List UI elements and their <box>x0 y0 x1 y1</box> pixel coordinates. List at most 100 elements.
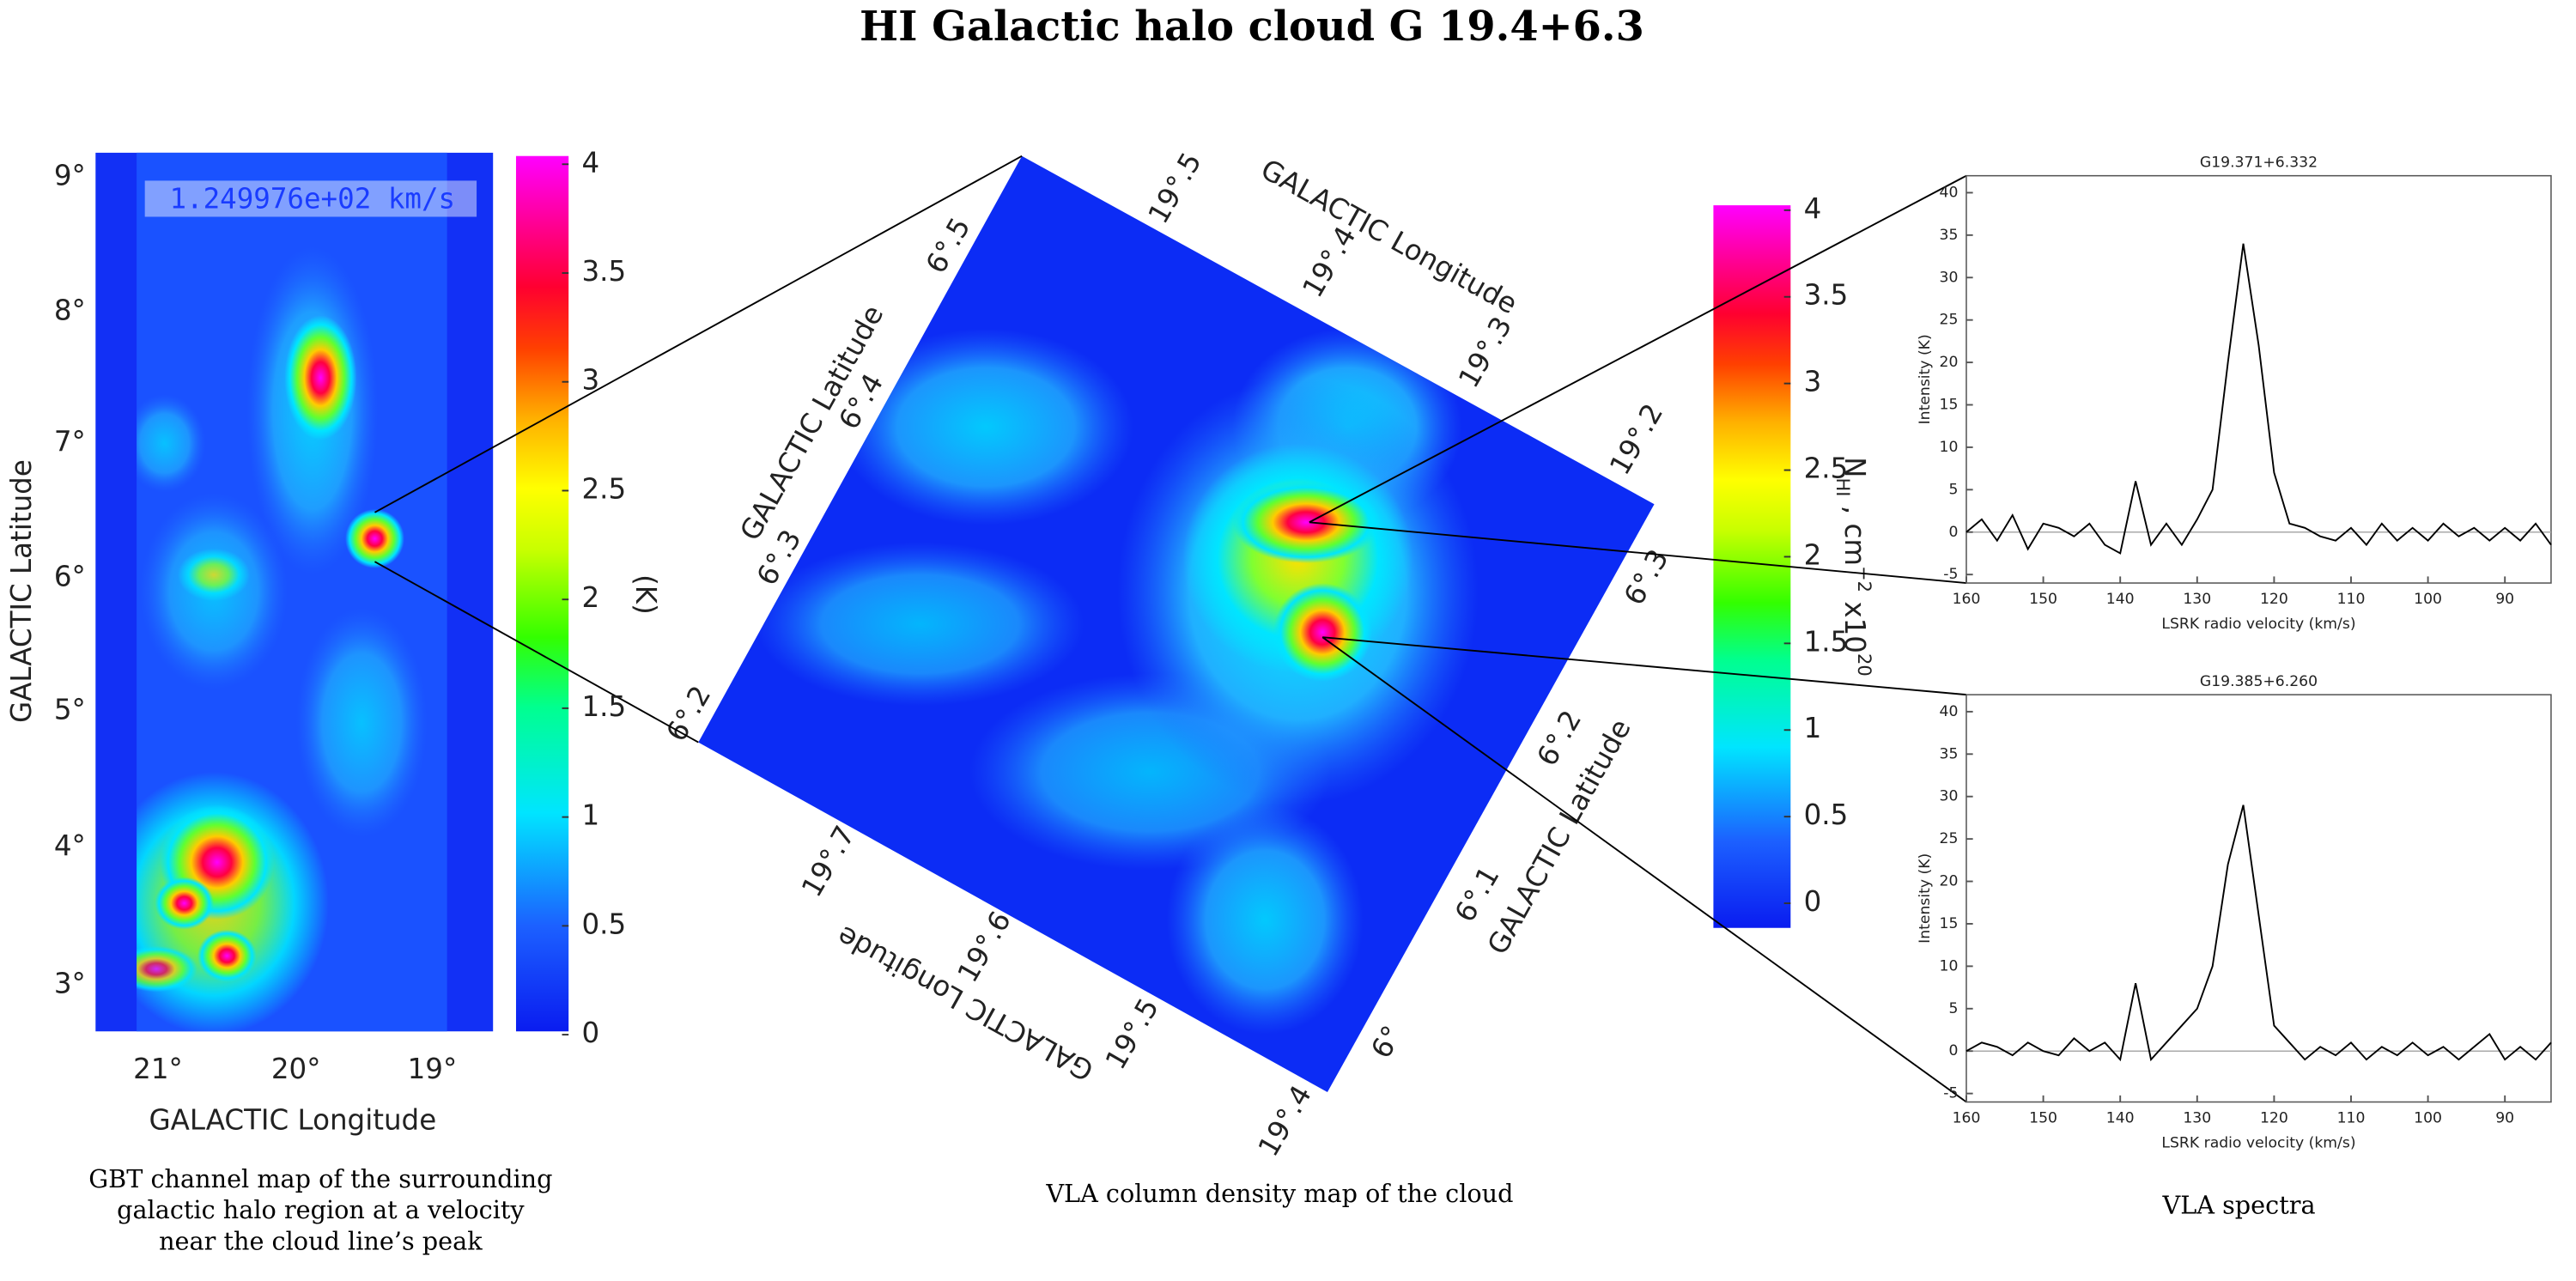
figure-title: HI Galactic halo cloud G 19.4+6.3 <box>860 3 1644 51</box>
map-tick-label: 6° <box>1364 1020 1408 1064</box>
y-tick-label: 8° <box>54 294 86 326</box>
caption-line: near the cloud line’s peak <box>159 1227 483 1256</box>
y-tick-label: 0 <box>1948 524 1958 541</box>
plot-title: G19.385+6.260 <box>2200 673 2318 690</box>
x-tick-label: 100 <box>2414 591 2442 608</box>
map-tick-label: 19°.5 <box>1099 993 1165 1075</box>
vla-map <box>698 155 1655 1093</box>
x-tick-label: 110 <box>2337 1110 2366 1127</box>
caption-line: GBT channel map of the surrounding <box>88 1164 552 1193</box>
map-tick-label: 19°.6 <box>951 906 1018 988</box>
x-tick-label: 20° <box>271 1053 321 1085</box>
y-tick-label: 25 <box>1940 312 1959 329</box>
y-tick-label: 5° <box>54 693 86 725</box>
y-tick-label: 10 <box>1940 439 1959 456</box>
y-tick-label: 35 <box>1940 745 1959 762</box>
x-tick-label: 160 <box>1953 1110 1981 1127</box>
x-tick-label: 150 <box>2029 1110 2057 1127</box>
y-tick-label: 5 <box>1948 481 1958 498</box>
colorbar-tick-label: 1.5 <box>1804 625 1849 658</box>
colorbar-tick-label: 3.5 <box>581 255 626 288</box>
map-axis-label: GALACTIC Longitude <box>1255 153 1522 321</box>
y-tick-label: 20 <box>1940 354 1959 371</box>
x-axis-label: GALACTIC Longitude <box>149 1103 436 1136</box>
y-tick-label: 40 <box>1940 703 1959 720</box>
y-tick-label: 6° <box>54 560 86 592</box>
velocity-label: 1.249976e+02 km/s <box>169 182 455 215</box>
label-part: 20 <box>1855 653 1876 677</box>
map-tick-label: 19°.5 <box>1142 147 1208 229</box>
colorbar-label: (K) <box>629 574 662 615</box>
x-axis-label: LSRK radio velocity (km/s) <box>2161 1134 2355 1151</box>
caption: VLA spectra <box>2161 1190 2315 1219</box>
y-tick-label: 20 <box>1940 873 1959 890</box>
y-tick-label: 30 <box>1940 269 1959 286</box>
y-tick-label: 4° <box>54 829 86 862</box>
map-tick-label: 6°.2 <box>1530 705 1588 772</box>
x-tick-label: 120 <box>2260 591 2288 608</box>
x-tick-label: 90 <box>2495 1110 2514 1127</box>
x-tick-label: 21° <box>133 1053 183 1085</box>
y-axis-label: Intensity (K) <box>1917 853 1934 944</box>
colorbar-tick-label: 4 <box>581 146 599 179</box>
plot-frame <box>1965 694 2552 1103</box>
map-tick-label: 19°.4 <box>1252 1080 1318 1163</box>
label-part: −2 <box>1855 566 1876 592</box>
y-tick-label: -5 <box>1943 1085 1958 1102</box>
x-tick-label: 140 <box>2106 591 2135 608</box>
map-tick-label: 19°.7 <box>795 820 861 902</box>
y-tick-label: -5 <box>1943 566 1958 583</box>
x-tick-label: 140 <box>2106 1110 2135 1127</box>
connectors <box>374 155 1967 1103</box>
y-tick-label: 15 <box>1940 397 1959 414</box>
colorbar-label: NHI , cm−2 x1020 <box>1833 457 1876 677</box>
spectrum-line <box>1965 243 2552 555</box>
y-tick-label: 35 <box>1940 227 1959 244</box>
x-tick-label: 160 <box>1953 591 1981 608</box>
map-tick-label: 19°.2 <box>1603 398 1669 481</box>
y-tick-label: 0 <box>1948 1042 1958 1059</box>
colorbar-tick-label: 3 <box>1804 366 1822 398</box>
y-tick-label: 3° <box>54 968 86 1000</box>
y-tick-label: 9° <box>54 160 86 192</box>
x-tick-label: 130 <box>2183 1110 2211 1127</box>
x-tick-label: 90 <box>2495 591 2514 608</box>
x-axis-label: LSRK radio velocity (km/s) <box>2161 616 2355 633</box>
x-tick-label: 130 <box>2183 591 2211 608</box>
x-tick-label: 110 <box>2337 591 2366 608</box>
colorbar-tick-label: 2 <box>1804 538 1822 571</box>
plot-title: G19.371+6.332 <box>2200 154 2318 171</box>
spectrum-line <box>1965 804 2552 1062</box>
y-tick-label: 7° <box>54 425 86 458</box>
colorbar-tick-label: 1.5 <box>581 690 626 723</box>
colorbar-tick-label: 2 <box>581 581 599 614</box>
y-axis-label: Intensity (K) <box>1917 334 1934 424</box>
colorbar-tick-label: 3 <box>581 364 599 397</box>
x-tick-label: 19° <box>408 1053 458 1085</box>
colorbar-tick-label: 1 <box>1804 712 1822 744</box>
colorbar-tick-label: 2.5 <box>581 472 626 505</box>
caption: VLA column density map of the cloud <box>1045 1179 1513 1208</box>
colorbar-tick-label: 0.5 <box>581 908 626 940</box>
y-tick-label: 10 <box>1940 957 1959 974</box>
label-part: x10 <box>1838 592 1871 653</box>
colorbar-tick-label: 3.5 <box>1804 279 1849 312</box>
x-tick-label: 100 <box>2414 1110 2442 1127</box>
colorbar-tick-label: 2.5 <box>1804 452 1849 485</box>
label-part: N <box>1838 457 1871 477</box>
label-part: , cm <box>1838 496 1871 566</box>
colorbar-tick-label: 1 <box>581 799 599 832</box>
caption: GBT channel map of the surroundinggalact… <box>88 1164 552 1256</box>
label-part: HI <box>1833 477 1855 496</box>
caption-line: galactic halo region at a velocity <box>117 1195 525 1224</box>
colorbar-tick-label: 4 <box>1804 192 1822 225</box>
colorbar <box>515 155 569 1032</box>
x-tick-label: 120 <box>2260 1110 2288 1127</box>
colorbar-tick-label: 0.5 <box>1804 798 1849 831</box>
colorbar-tick-label: 0 <box>581 1017 599 1049</box>
x-tick-label: 150 <box>2029 591 2057 608</box>
y-tick-label: 30 <box>1940 788 1959 805</box>
y-tick-label: 15 <box>1940 915 1959 932</box>
y-tick-label: 25 <box>1940 830 1959 847</box>
